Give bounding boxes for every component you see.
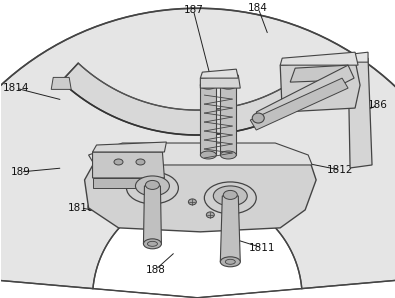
Polygon shape — [61, 63, 333, 135]
Polygon shape — [324, 77, 344, 89]
Ellipse shape — [252, 113, 264, 123]
Polygon shape — [280, 60, 360, 112]
Ellipse shape — [200, 81, 216, 89]
Ellipse shape — [188, 199, 196, 205]
Polygon shape — [290, 65, 348, 82]
Polygon shape — [92, 152, 164, 178]
Polygon shape — [348, 58, 372, 168]
Polygon shape — [220, 196, 240, 262]
Polygon shape — [200, 75, 240, 88]
Ellipse shape — [223, 190, 237, 199]
Polygon shape — [88, 143, 312, 165]
Text: 188: 188 — [145, 265, 166, 275]
Polygon shape — [340, 52, 368, 62]
Polygon shape — [220, 85, 236, 155]
Ellipse shape — [220, 151, 236, 159]
Polygon shape — [92, 178, 164, 188]
Polygon shape — [85, 148, 316, 232]
Polygon shape — [143, 186, 162, 244]
Ellipse shape — [206, 212, 214, 218]
Text: 189: 189 — [11, 167, 31, 177]
Text: 1812: 1812 — [327, 165, 354, 175]
Polygon shape — [0, 8, 395, 288]
Text: 1811: 1811 — [249, 243, 275, 253]
Text: 184: 184 — [248, 3, 268, 13]
Ellipse shape — [220, 81, 236, 89]
Ellipse shape — [135, 176, 169, 196]
Polygon shape — [200, 85, 216, 155]
Ellipse shape — [200, 151, 216, 159]
Polygon shape — [92, 142, 166, 152]
Ellipse shape — [136, 159, 145, 165]
Ellipse shape — [147, 241, 158, 246]
Text: 187: 187 — [183, 5, 203, 15]
Ellipse shape — [126, 172, 179, 204]
Polygon shape — [256, 65, 354, 125]
Polygon shape — [280, 52, 358, 65]
Ellipse shape — [213, 186, 247, 206]
Polygon shape — [250, 78, 348, 130]
Text: 1810: 1810 — [68, 203, 94, 213]
Polygon shape — [200, 69, 238, 78]
Ellipse shape — [145, 181, 160, 190]
Ellipse shape — [143, 239, 162, 249]
Text: 1814: 1814 — [2, 83, 29, 93]
Ellipse shape — [225, 259, 235, 264]
Polygon shape — [51, 77, 71, 89]
Ellipse shape — [204, 182, 256, 214]
Ellipse shape — [220, 257, 240, 267]
Ellipse shape — [114, 159, 123, 165]
Text: 186: 186 — [368, 100, 388, 110]
